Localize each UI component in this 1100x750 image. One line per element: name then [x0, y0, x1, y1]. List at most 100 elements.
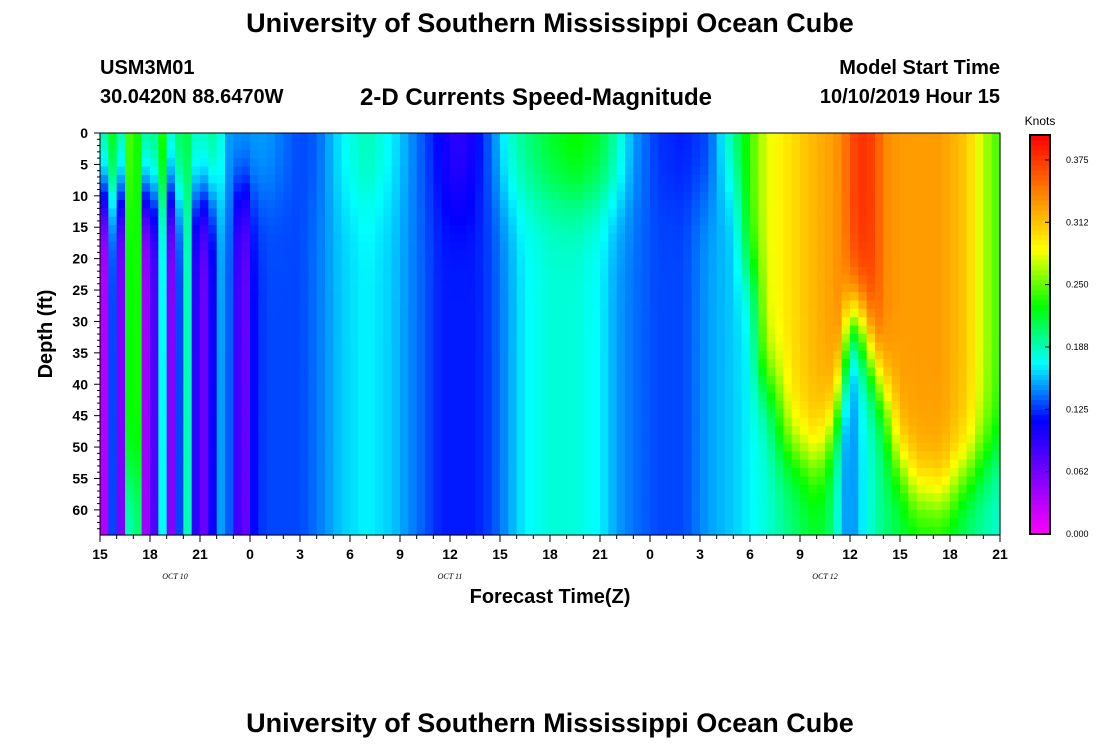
heatmap-cell — [475, 267, 484, 276]
heatmap-cell — [558, 267, 568, 276]
heatmap-cell — [183, 200, 193, 209]
heatmap-cell — [908, 308, 918, 318]
heatmap-cell — [483, 526, 493, 536]
heatmap-cell — [116, 409, 126, 419]
heatmap-cell — [958, 434, 968, 444]
heatmap-cell — [183, 225, 193, 235]
heatmap-cell — [283, 417, 293, 427]
heatmap-cell — [183, 174, 193, 184]
heatmap-cell — [950, 308, 959, 318]
heatmap-cell — [283, 241, 293, 251]
heatmap-cell — [716, 401, 726, 410]
heatmap-cell — [541, 216, 551, 226]
heatmap-cell — [275, 174, 284, 184]
heatmap-cell — [433, 417, 443, 427]
heatmap-cell — [500, 350, 509, 360]
heatmap-cell — [516, 442, 526, 452]
heatmap-cell — [875, 409, 884, 419]
heatmap-cell — [466, 283, 476, 293]
heatmap-cell — [166, 459, 176, 469]
heatmap-cell — [441, 292, 451, 302]
heatmap-cell — [900, 283, 909, 293]
heatmap-cell — [875, 141, 884, 151]
heatmap-cell — [700, 183, 709, 193]
heatmap-cell — [666, 476, 676, 486]
heatmap-cell — [666, 409, 676, 419]
heatmap-cell — [383, 250, 393, 260]
heatmap-cell — [158, 459, 168, 469]
heatmap-cell — [483, 216, 493, 226]
heatmap-cell — [466, 308, 476, 318]
heatmap-cell — [250, 509, 259, 519]
heatmap-cell — [866, 149, 876, 159]
heatmap-cell — [516, 493, 526, 503]
heatmap-cell — [716, 451, 726, 461]
heatmap-cell — [825, 241, 834, 251]
heatmap-cell — [425, 292, 434, 302]
heatmap-cell — [508, 233, 518, 243]
heatmap-cell — [116, 493, 126, 503]
heatmap-cell — [383, 384, 393, 394]
heatmap-cell — [850, 501, 859, 511]
heatmap-cell — [358, 141, 368, 151]
heatmap-cell — [316, 241, 326, 251]
heatmap-cell — [466, 484, 476, 494]
heatmap-cell — [683, 258, 693, 268]
heatmap-cell — [150, 518, 159, 528]
heatmap-cell — [641, 484, 651, 494]
heatmap-cell — [366, 434, 376, 444]
heatmap-cell — [616, 367, 626, 377]
heatmap-cell — [716, 342, 726, 352]
heatmap-cell — [183, 141, 193, 151]
heatmap-cell — [933, 200, 943, 209]
heatmap-cell — [933, 208, 943, 218]
heatmap-cell — [608, 308, 618, 318]
heatmap-cell — [141, 308, 151, 318]
heatmap-cell — [633, 518, 643, 528]
heatmap-cell — [450, 476, 459, 486]
heatmap-cell — [916, 501, 926, 511]
heatmap-cell — [658, 250, 668, 260]
heatmap-cell — [716, 509, 726, 519]
heatmap-cell — [166, 317, 176, 327]
heatmap-cell — [483, 509, 493, 519]
heatmap-cell — [200, 468, 209, 477]
heatmap-cell — [700, 258, 709, 268]
heatmap-cell — [225, 200, 234, 209]
heatmap-cell — [466, 166, 476, 176]
heatmap-cell — [908, 476, 918, 486]
heatmap-cell — [258, 200, 268, 209]
heatmap-cell — [166, 426, 176, 436]
heatmap-cell — [108, 484, 118, 494]
heatmap-cell — [166, 250, 176, 260]
heatmap-cell — [791, 191, 801, 201]
heatmap-cell — [350, 434, 359, 444]
heatmap-cell — [891, 451, 901, 461]
heatmap-cell — [558, 392, 568, 402]
heatmap-cell — [216, 384, 226, 394]
heatmap-cell — [575, 133, 584, 142]
heatmap-cell — [175, 174, 184, 184]
heatmap-cell — [191, 359, 201, 369]
heatmap-cell — [625, 250, 634, 260]
heatmap-cell — [766, 174, 776, 184]
heatmap-cell — [133, 451, 143, 461]
heatmap-cell — [233, 325, 243, 335]
heatmap-cell — [208, 183, 218, 193]
heatmap-cell — [108, 317, 118, 327]
heatmap-cell — [266, 493, 276, 503]
heatmap-cell — [766, 183, 776, 193]
heatmap-cell — [183, 501, 193, 511]
heatmap-cell — [525, 325, 534, 335]
heatmap-cell — [541, 459, 551, 469]
heatmap-cell — [650, 317, 659, 327]
heatmap-cell — [400, 300, 409, 310]
heatmap-cell — [266, 300, 276, 310]
heatmap-cell — [258, 300, 268, 310]
heatmap-cell — [941, 225, 951, 235]
heatmap-cell — [233, 484, 243, 494]
heatmap-cell — [258, 292, 268, 302]
heatmap-cell — [591, 342, 601, 352]
heatmap-cell — [566, 493, 576, 503]
heatmap-cell — [608, 200, 618, 209]
